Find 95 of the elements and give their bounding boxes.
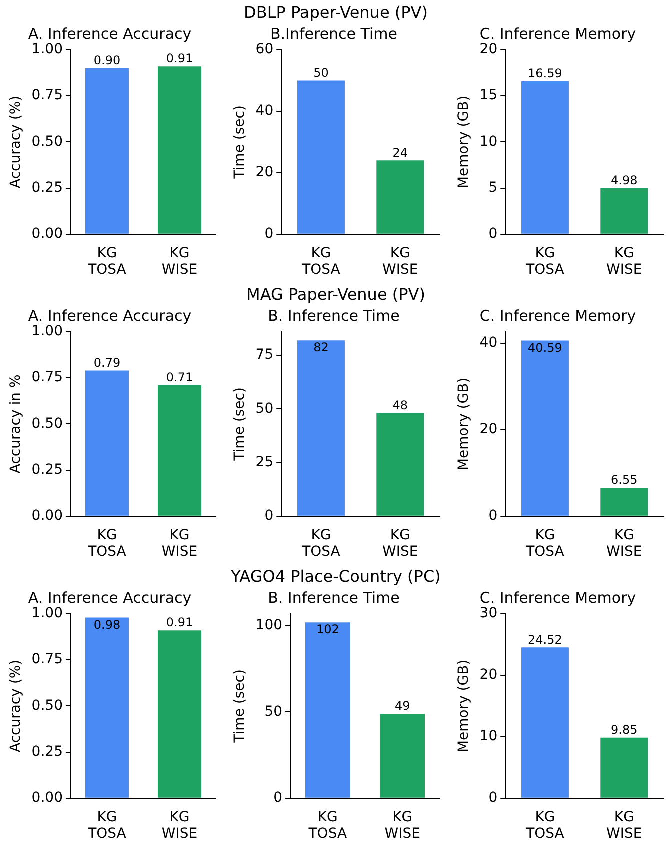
data-label: 0.71 xyxy=(166,370,194,385)
y-axis-title: Accuracy (%) xyxy=(8,96,24,188)
chart-title: A. Inference Accuracy xyxy=(28,306,192,325)
y-axis-title: Time (sec) xyxy=(232,388,248,462)
y-tick-label: 60 xyxy=(256,42,274,58)
y-axis-title: Memory (GB) xyxy=(456,378,472,471)
y-tick-label: 0.50 xyxy=(32,698,63,714)
y-tick-label: 20 xyxy=(480,421,498,438)
x-tick-label: KG TOSA xyxy=(87,527,127,560)
y-tick-label: 1.00 xyxy=(32,324,63,340)
data-label: 0.98 xyxy=(94,618,121,632)
chart-title: B.Inference Time xyxy=(270,24,398,43)
y-axis-title: Time (sec) xyxy=(232,106,248,180)
y-tick-label: 1.00 xyxy=(32,606,63,622)
y-tick-label: 10 xyxy=(480,728,498,745)
y-tick-label: 5 xyxy=(488,180,498,196)
data-label: 0.91 xyxy=(166,52,194,66)
y-tick-label: 0.75 xyxy=(32,652,63,668)
y-tick-label: 15 xyxy=(480,88,498,104)
chart-title: C. Inference Memory xyxy=(480,306,636,325)
y-tick-label: 0 xyxy=(488,790,498,806)
y-tick-label: 0 xyxy=(488,508,498,524)
data-label: 82 xyxy=(314,340,329,355)
x-tick-label: KG TOSA xyxy=(525,527,565,560)
x-tick-label: KG WISE xyxy=(382,527,418,560)
data-label: 6.55 xyxy=(611,473,638,488)
x-tick-label: KG WISE xyxy=(162,245,198,278)
chart-title: A. Inference Accuracy xyxy=(28,24,192,43)
y-tick-label: 0 xyxy=(264,226,274,242)
text: MAG Paper-Venue (PV) xyxy=(246,284,426,304)
y-tick-label: 0.50 xyxy=(32,416,63,432)
y-tick-label: 20 xyxy=(256,164,274,181)
data-label: 24.52 xyxy=(528,632,562,647)
data-label: 102 xyxy=(316,622,340,637)
x-tick-label: KG WISE xyxy=(606,809,642,842)
data-label: 0.90 xyxy=(94,54,121,68)
data-label: 16.59 xyxy=(528,66,562,81)
data-label: 9.85 xyxy=(611,722,638,737)
y-tick-label: 0.50 xyxy=(32,134,63,150)
y-tick-label: 20 xyxy=(480,667,498,684)
x-tick-label: KG TOSA xyxy=(87,245,127,278)
y-tick-label: 0.00 xyxy=(32,226,63,242)
y-tick-label: 25 xyxy=(256,454,274,470)
data-label: 0.79 xyxy=(94,356,121,370)
y-axis-title: Accuracy (%) xyxy=(8,660,24,752)
y-tick-label: 40 xyxy=(256,103,274,120)
data-label: 4.98 xyxy=(611,174,638,188)
y-tick-label: 0.00 xyxy=(32,508,63,524)
x-tick-label: KG WISE xyxy=(606,527,642,560)
y-tick-label: 0.25 xyxy=(32,744,63,760)
y-tick-label: 10 xyxy=(480,134,498,150)
data-label: 50 xyxy=(314,66,329,80)
x-tick-label: KG TOSA xyxy=(301,245,341,278)
x-tick-label: KG TOSA xyxy=(301,527,341,560)
y-axis-title: Time (sec) xyxy=(232,670,248,744)
y-tick-label: 50 xyxy=(256,400,274,417)
x-tick-label: KG TOSA xyxy=(308,809,348,842)
y-tick-label: 0 xyxy=(274,790,283,806)
y-tick-label: 0.00 xyxy=(32,790,63,806)
y-tick-label: 0.75 xyxy=(32,88,63,104)
text: YAGO4 Place-Country (PC) xyxy=(231,566,441,586)
chart-title: C. Inference Memory xyxy=(480,24,636,43)
x-tick-label: KG TOSA xyxy=(525,809,565,842)
data-label: 24 xyxy=(392,146,408,160)
data-label: 0.91 xyxy=(166,616,194,630)
y-tick-label: 0 xyxy=(488,226,498,242)
y-tick-label: 0.75 xyxy=(32,370,63,386)
y-axis-title: Memory (GB) xyxy=(456,660,472,753)
data-label: 40.59 xyxy=(528,340,562,355)
x-tick-label: KG WISE xyxy=(384,809,420,842)
data-label: 48 xyxy=(392,398,408,413)
x-tick-label: KG WISE xyxy=(162,809,198,842)
y-tick-label: 100 xyxy=(256,618,283,634)
chart-title: B. Inference Time xyxy=(268,588,400,607)
y-tick-label: 0.25 xyxy=(32,462,63,478)
y-tick-label: 0 xyxy=(264,508,274,524)
x-tick-label: KG WISE xyxy=(162,527,198,560)
y-tick-label: 50 xyxy=(264,704,283,720)
y-tick-label: 1.00 xyxy=(32,42,63,58)
x-tick-label: KG TOSA xyxy=(87,809,127,842)
y-tick-label: 40 xyxy=(480,334,498,351)
x-tick-label: KG WISE xyxy=(382,245,418,278)
y-axis-title: Memory (GB) xyxy=(456,96,472,189)
y-axis-title: Accuracy in % xyxy=(8,374,24,474)
x-tick-label: KG WISE xyxy=(606,245,642,278)
text: DBLP Paper-Venue (PV) xyxy=(244,2,428,22)
y-tick-label: 0.25 xyxy=(32,180,63,196)
chart-title: A. Inference Accuracy xyxy=(28,588,192,607)
chart-title: B. Inference Time xyxy=(268,306,400,325)
data-label: 49 xyxy=(394,699,410,714)
x-tick-label: KG TOSA xyxy=(525,245,565,278)
y-tick-label: 75 xyxy=(256,347,274,364)
y-tick-label: 20 xyxy=(480,42,498,58)
chart-title: C. Inference Memory xyxy=(480,588,636,607)
y-tick-label: 30 xyxy=(480,606,498,622)
